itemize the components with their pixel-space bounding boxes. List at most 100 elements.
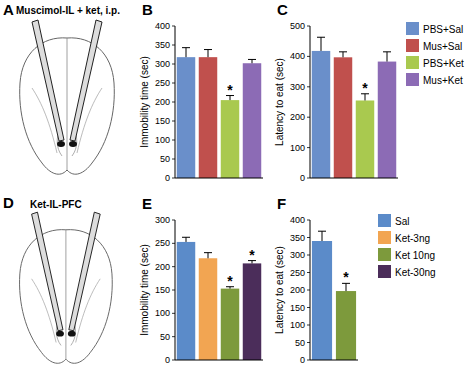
brain-inner-lines xyxy=(32,279,101,343)
legend: Sal Ket-3ng Ket 10ng Ket-30ng xyxy=(378,214,436,278)
diagram-title: Muscimol-IL + ket, i.p. xyxy=(16,5,120,16)
brain-inner-lines xyxy=(32,88,102,153)
bar xyxy=(177,57,195,178)
significance-marker: * xyxy=(227,273,233,289)
tick-label: 200 xyxy=(290,112,305,122)
midline xyxy=(65,230,66,359)
tick-label: 150 xyxy=(290,303,305,313)
panel-label: B xyxy=(142,1,153,18)
injection-site xyxy=(56,331,64,337)
tick-label: 250 xyxy=(155,78,170,88)
marks xyxy=(177,237,261,360)
tick-label: 0 xyxy=(165,355,170,365)
cannula xyxy=(32,212,63,331)
tick-label: 400 xyxy=(290,51,305,61)
marks xyxy=(312,37,396,178)
tick-label: 50 xyxy=(295,338,305,348)
y-axis xyxy=(175,220,176,360)
tick-label: 250 xyxy=(290,268,305,278)
error-bar xyxy=(339,52,347,57)
cannula xyxy=(70,20,102,141)
x-axis xyxy=(310,360,358,361)
bar xyxy=(336,291,356,360)
legend-label: Ket-3ng xyxy=(395,233,430,244)
panel-label: A xyxy=(3,1,14,18)
panel-label: F xyxy=(277,195,286,212)
y-axis xyxy=(310,220,311,360)
panel-label: E xyxy=(142,195,152,212)
legend-swatch xyxy=(378,231,391,244)
brain-schematic xyxy=(20,20,115,174)
legend-label: PBS+Ket xyxy=(423,58,464,69)
tick-label: 350 xyxy=(155,40,170,50)
legend-label: PBS+Sal xyxy=(423,24,463,35)
axis-label: Latency to eat (sec) xyxy=(274,246,285,334)
brain-outline xyxy=(20,230,113,364)
tick-label: 300 xyxy=(290,82,305,92)
diagram-title: Ket-IL-PFC xyxy=(30,199,82,210)
bar xyxy=(312,51,330,178)
bar xyxy=(312,241,332,360)
bar xyxy=(199,258,217,360)
error-bar xyxy=(204,50,212,58)
axis-label: Immobility time (sec) xyxy=(139,56,150,148)
injection-site xyxy=(68,331,76,337)
legend-label: Ket-30ng xyxy=(395,267,436,278)
tick-label: 250 xyxy=(155,238,170,248)
y-axis xyxy=(175,26,176,178)
x-axis xyxy=(175,178,263,179)
tick-label: 0 xyxy=(165,173,170,183)
axis-label: Immobility time (sec) xyxy=(139,244,150,336)
error-bar xyxy=(204,253,212,259)
panel-label: D xyxy=(3,194,14,211)
bar xyxy=(221,100,239,178)
tick-label: 100 xyxy=(290,320,305,330)
error-bar xyxy=(248,59,256,63)
x-axis xyxy=(310,178,398,179)
axis-label: Latency to eat (sec) xyxy=(274,58,285,146)
legend-label: Mus+Sal xyxy=(423,41,462,52)
error-bar xyxy=(317,37,325,51)
legend-swatch xyxy=(406,73,419,86)
significance-marker: * xyxy=(249,247,255,263)
tick-label: 100 xyxy=(290,143,305,153)
error-bar xyxy=(383,52,391,62)
brain-outline xyxy=(20,38,115,174)
tick-label: 200 xyxy=(155,97,170,107)
bar xyxy=(356,100,374,178)
legend-swatch xyxy=(406,56,419,69)
tick-label: 150 xyxy=(155,285,170,295)
legend: PBS+SalMus+SalPBS+KetMus+Ket xyxy=(406,22,464,86)
legend-label: Sal xyxy=(395,216,409,227)
tick-label: 100 xyxy=(155,308,170,318)
error-bar xyxy=(182,48,190,58)
error-bar xyxy=(182,237,190,242)
tick-label: 400 xyxy=(155,21,170,31)
legend-label: Ket 10ng xyxy=(395,250,435,261)
tick-label: 0 xyxy=(300,173,305,183)
tick-label: 50 xyxy=(160,154,170,164)
chart-bar: BImmobility time (sec)050100150200250300… xyxy=(139,1,263,183)
tick-label: 200 xyxy=(155,262,170,272)
background xyxy=(0,0,474,372)
significance-marker: * xyxy=(362,80,368,96)
panel-label: C xyxy=(277,1,288,18)
bar xyxy=(177,242,195,360)
x-axis xyxy=(175,360,263,361)
marks xyxy=(177,48,261,178)
bar xyxy=(221,289,239,360)
bar xyxy=(243,63,261,178)
bar xyxy=(334,57,352,178)
tick-label: 200 xyxy=(290,285,305,295)
tick-label: 100 xyxy=(155,135,170,145)
tick-label: 0 xyxy=(300,355,305,365)
legend-swatch xyxy=(378,265,391,278)
cannula xyxy=(32,20,64,141)
cannula xyxy=(69,212,100,331)
bar xyxy=(199,57,217,178)
significance-marker: * xyxy=(227,82,233,98)
marks xyxy=(312,231,356,360)
y-axis xyxy=(310,26,311,178)
legend-swatch xyxy=(378,214,391,227)
figure: AMuscimol-IL + ket, i.p. D Ket-IL-PFC B Immo… xyxy=(0,0,474,372)
